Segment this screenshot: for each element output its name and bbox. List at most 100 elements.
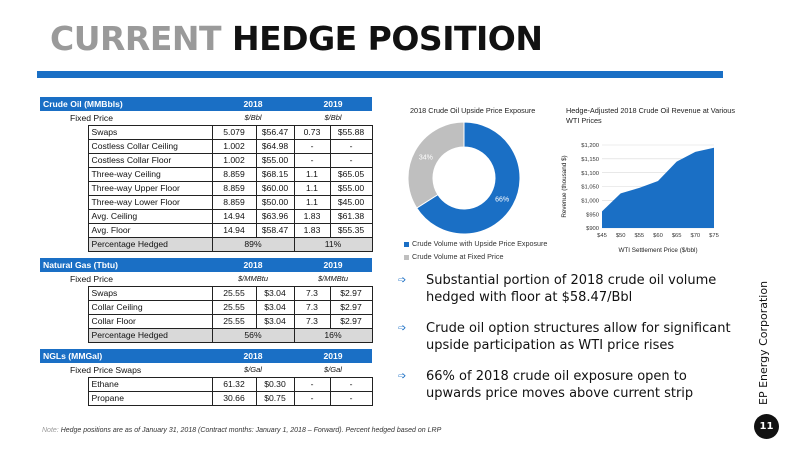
- cell-value: -: [293, 152, 331, 168]
- ngl-header-row: NGLs (MMGal) 2018 2019: [40, 349, 372, 363]
- y-tick-label: $950: [586, 212, 599, 218]
- page-title: CURRENT HEDGE POSITION: [50, 19, 543, 58]
- gas-pct-row: Percentage Hedged 56% 16%: [40, 327, 373, 343]
- cell-value: 30.66: [211, 390, 257, 406]
- x-tick-label: $70: [690, 233, 700, 239]
- y-tick-label: $1,100: [581, 171, 599, 177]
- cell-value: -: [329, 152, 373, 168]
- bullet-list: ➩ Substantial portion of 2018 crude oil v…: [398, 272, 743, 416]
- gas-pct-1: 56%: [211, 327, 295, 343]
- cell-value: 8.859: [211, 194, 257, 210]
- cell-value: $68.15: [255, 166, 295, 182]
- cell-value: 14.94: [211, 208, 257, 224]
- table-row: Three-way Ceiling 8.859 $68.15 1.1 $65.05: [40, 166, 373, 182]
- row-label: Costless Collar Floor: [87, 152, 213, 168]
- cell-value: $3.04: [255, 285, 295, 301]
- crude-fixed-row: Fixed Price $/Bbl $/Bbl: [40, 111, 372, 125]
- table-row: Propane 30.66 $0.75- -: [40, 390, 373, 406]
- donut-legend-1: Crude Volume with Upside Price Exposure: [404, 239, 547, 248]
- cell-value: $63.96: [255, 208, 295, 224]
- cell-value: -: [293, 376, 331, 392]
- cell-value: $2.97: [329, 299, 373, 315]
- cell-value: $65.05: [329, 166, 373, 182]
- gas-header: Natural Gas (Tbtu): [40, 258, 212, 272]
- table-row: Costless Collar Ceiling 1.002 $64.98- -: [40, 138, 373, 154]
- title-part-1: CURRENT: [50, 19, 222, 58]
- donut-data-label: 66%: [495, 196, 509, 203]
- y-tick-label: $1,150: [581, 157, 599, 163]
- x-tick-label: $65: [672, 233, 682, 239]
- bullet-item: ➩ Substantial portion of 2018 crude oil v…: [398, 272, 743, 306]
- table-row: Costless Collar Floor 1.002 $55.00- -: [40, 152, 373, 168]
- cell-value: 1.002: [211, 152, 257, 168]
- cell-value: 1.83: [293, 208, 331, 224]
- footnote-label: Note:: [42, 427, 59, 434]
- cell-value: 0.73: [293, 124, 331, 140]
- donut-chart-title: 2018 Crude Oil Upside Price Exposure: [410, 106, 536, 115]
- cell-value: 8.859: [211, 180, 257, 196]
- table-row: Collar Ceiling 25.55 $3.04 7.3 $2.97: [40, 299, 373, 315]
- table-row: Swaps 25.55 $3.04 7.3 $2.97: [40, 285, 373, 301]
- y-axis-label: Revenue (thousand $): [561, 155, 568, 217]
- cell-value: $55.00: [255, 152, 295, 168]
- cell-value: $3.04: [255, 299, 295, 315]
- cell-value: -: [293, 138, 331, 154]
- cell-value: 1.83: [293, 222, 331, 238]
- legend-swatch-2: [404, 254, 409, 260]
- cell-value: $55.00: [329, 180, 373, 196]
- ngl-table: NGLs (MMGal) 2018 2019 Fixed Price Swaps…: [40, 349, 373, 406]
- cell-value: 8.859: [211, 166, 257, 182]
- row-label: Avg. Ceiling: [87, 208, 213, 224]
- row-label: Avg. Floor: [87, 222, 213, 238]
- footnote-text: Hedge positions are as of January 31, 20…: [60, 427, 442, 434]
- row-label: Collar Floor: [87, 313, 213, 329]
- cell-value: 25.55: [211, 285, 257, 301]
- gas-fixed-label: Fixed Price: [70, 273, 113, 284]
- ngl-fixed-row: Fixed Price Swaps $/Gal $/Gal: [40, 363, 372, 377]
- crude-year-2: 2019: [294, 97, 372, 111]
- cell-value: -: [329, 376, 373, 392]
- legend-label-2: Crude Volume at Fixed Price: [412, 252, 504, 261]
- crude-pct-2: 11%: [293, 236, 373, 252]
- table-row: Avg. Floor 14.94 $58.47 1.83 $55.35: [40, 222, 373, 238]
- legend-label-1: Crude Volume with Upside Price Exposure: [412, 239, 548, 248]
- table-row: Three-way Upper Floor 8.859 $60.00 1.1 $55.0…: [40, 180, 373, 196]
- row-label: Three-way Upper Floor: [87, 180, 213, 196]
- footnote: Note: Hedge positions are as of January …: [42, 427, 441, 434]
- x-tick-label: $75: [709, 233, 719, 239]
- gas-pct-label: Percentage Hedged: [87, 327, 213, 343]
- crude-header-row: Crude Oil (MMBbls) 2018 2019: [40, 97, 372, 111]
- cell-value: 5.079: [211, 124, 257, 140]
- crude-fixed-label: Fixed Price: [70, 112, 113, 123]
- title-rule: [37, 71, 723, 78]
- x-tick-label: $50: [616, 233, 626, 239]
- y-tick-label: $1,200: [581, 143, 599, 149]
- table-row: Three-way Lower Floor 8.859 $50.00 1.1 $45.0…: [40, 194, 373, 210]
- ngl-header: NGLs (MMGal): [40, 349, 212, 363]
- donut-chart: 66% 34%: [407, 121, 521, 235]
- table-row: Avg. Ceiling 14.94 $63.96 1.83 $61.38: [40, 208, 373, 224]
- row-label: Costless Collar Ceiling: [87, 138, 213, 154]
- ngl-unit-2: $/Gal: [324, 365, 342, 375]
- arrow-right-icon: ➩: [398, 371, 407, 382]
- row-label: Three-way Lower Floor: [87, 194, 213, 210]
- cell-value: $50.00: [255, 194, 295, 210]
- gas-header-row: Natural Gas (Tbtu) 2018 2019: [40, 258, 372, 272]
- arrow-right-icon: ➩: [398, 275, 407, 286]
- cell-value: 7.3: [293, 299, 331, 315]
- crude-pct-label: Percentage Hedged: [87, 236, 213, 252]
- cell-value: $58.47: [255, 222, 295, 238]
- x-axis-label: WTI Settlement Price ($/bbl): [618, 247, 697, 254]
- ngl-fixed-label: Fixed Price Swaps: [70, 364, 142, 375]
- cell-value: $60.00: [255, 180, 295, 196]
- bullet-text: 66% of 2018 crude oil exposure open to u…: [426, 369, 694, 401]
- natural-gas-table: Natural Gas (Tbtu) 2018 2019 Fixed Price…: [40, 258, 373, 343]
- y-tick-label: $1,050: [581, 185, 599, 191]
- row-label: Collar Ceiling: [87, 299, 213, 315]
- crude-unit-2: $/Bbl: [324, 113, 342, 123]
- cell-value: $64.98: [255, 138, 295, 154]
- row-label: Ethane: [87, 376, 213, 392]
- cell-value: 7.3: [293, 313, 331, 329]
- row-label: Three-way Ceiling: [87, 166, 213, 182]
- gas-fixed-row: Fixed Price $/MMBtu $/MMBtu: [40, 272, 372, 286]
